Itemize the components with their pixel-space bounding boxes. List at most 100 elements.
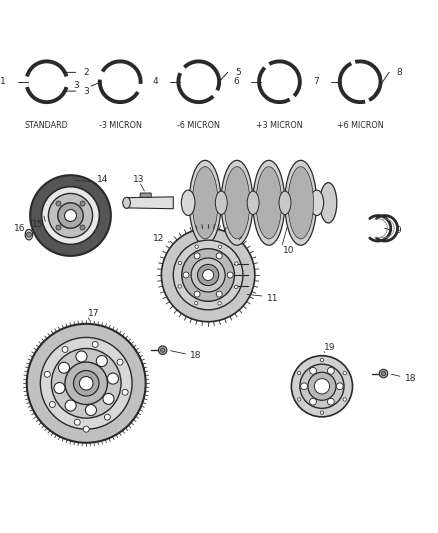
Circle shape (320, 358, 324, 361)
Circle shape (195, 245, 198, 248)
Circle shape (343, 398, 346, 401)
Circle shape (183, 272, 189, 278)
Circle shape (85, 405, 96, 416)
Ellipse shape (192, 167, 218, 239)
Circle shape (62, 346, 68, 352)
Ellipse shape (224, 167, 250, 239)
Circle shape (297, 372, 301, 375)
Circle shape (218, 302, 221, 305)
Text: 3: 3 (74, 82, 79, 91)
Circle shape (104, 414, 110, 420)
Circle shape (194, 253, 200, 259)
Text: 7: 7 (314, 77, 319, 86)
Circle shape (56, 225, 61, 230)
Circle shape (301, 383, 307, 390)
Circle shape (191, 258, 225, 292)
Circle shape (92, 342, 98, 348)
Text: 10: 10 (283, 246, 294, 255)
Text: 5: 5 (235, 68, 241, 77)
Circle shape (80, 201, 85, 206)
Circle shape (173, 240, 243, 310)
Circle shape (65, 362, 107, 405)
Text: 9: 9 (395, 226, 401, 235)
Circle shape (182, 249, 234, 301)
Ellipse shape (181, 190, 195, 215)
Text: 4: 4 (152, 77, 158, 86)
Text: 11: 11 (267, 294, 278, 303)
Circle shape (310, 398, 316, 405)
Circle shape (74, 370, 99, 396)
Text: 14: 14 (97, 174, 108, 183)
Circle shape (58, 362, 70, 373)
Text: 15: 15 (32, 220, 43, 229)
Circle shape (65, 400, 76, 411)
Circle shape (56, 201, 61, 206)
Circle shape (161, 348, 165, 352)
Text: 13: 13 (133, 174, 144, 183)
Circle shape (83, 426, 89, 432)
Ellipse shape (320, 183, 337, 223)
Text: 12: 12 (152, 235, 164, 244)
Circle shape (44, 372, 50, 377)
Circle shape (42, 187, 99, 245)
Circle shape (320, 411, 324, 414)
Text: 17: 17 (88, 309, 100, 318)
Ellipse shape (253, 160, 285, 245)
Circle shape (216, 253, 222, 259)
Circle shape (103, 393, 114, 405)
Ellipse shape (310, 190, 324, 215)
Circle shape (198, 264, 219, 286)
Circle shape (74, 419, 80, 425)
FancyBboxPatch shape (140, 193, 151, 197)
Circle shape (194, 291, 200, 297)
Circle shape (343, 372, 346, 375)
Circle shape (96, 356, 107, 367)
Circle shape (64, 209, 77, 222)
Text: +3 MICRON: +3 MICRON (256, 121, 303, 130)
Circle shape (49, 401, 55, 407)
Ellipse shape (25, 229, 33, 240)
Circle shape (310, 367, 316, 374)
Circle shape (203, 270, 214, 280)
Circle shape (51, 349, 121, 418)
Text: 19: 19 (324, 343, 335, 352)
Text: 1: 1 (0, 77, 6, 86)
Circle shape (379, 369, 388, 378)
Ellipse shape (247, 191, 259, 214)
Circle shape (216, 291, 222, 297)
Circle shape (328, 367, 334, 374)
Circle shape (178, 285, 181, 288)
Circle shape (54, 383, 65, 393)
Circle shape (80, 225, 85, 230)
Circle shape (40, 337, 132, 429)
Circle shape (58, 203, 83, 228)
Circle shape (219, 245, 222, 248)
Text: 18: 18 (405, 374, 416, 383)
Polygon shape (127, 197, 173, 209)
Circle shape (76, 351, 87, 362)
Circle shape (122, 389, 128, 395)
Circle shape (314, 378, 329, 394)
Ellipse shape (288, 167, 314, 239)
Ellipse shape (221, 160, 253, 245)
Ellipse shape (256, 167, 282, 239)
Circle shape (159, 346, 167, 354)
Circle shape (79, 376, 93, 390)
Circle shape (27, 324, 146, 443)
Ellipse shape (285, 160, 317, 245)
Text: 6: 6 (233, 77, 239, 86)
Circle shape (107, 373, 119, 384)
Circle shape (300, 364, 344, 408)
Circle shape (49, 193, 92, 238)
Ellipse shape (215, 191, 227, 214)
Circle shape (328, 398, 334, 405)
Circle shape (227, 272, 233, 278)
Text: +6 MICRON: +6 MICRON (337, 121, 384, 130)
Text: 3: 3 (83, 86, 89, 95)
Text: 18: 18 (190, 351, 202, 360)
Circle shape (194, 302, 198, 305)
Circle shape (235, 285, 238, 289)
Text: 8: 8 (397, 68, 403, 77)
Ellipse shape (279, 191, 291, 214)
Text: 16: 16 (14, 224, 25, 233)
